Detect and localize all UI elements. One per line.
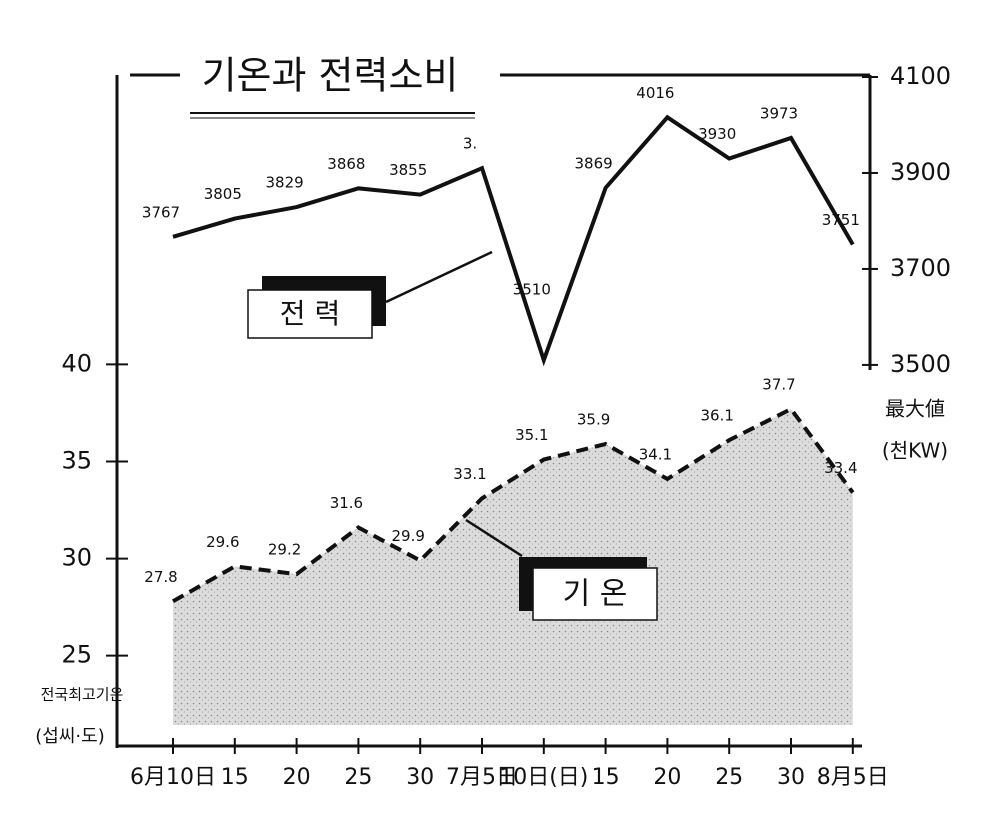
data-label: 34.1 xyxy=(639,445,672,463)
data-label: 3805 xyxy=(204,185,242,203)
data-label: 3868 xyxy=(327,155,365,173)
data-label: 31.6 xyxy=(330,494,363,512)
chart-title: 기온과 전력소비 xyxy=(202,54,459,98)
temp-annotation: 기 온 xyxy=(465,518,658,621)
x-tick-label: 25 xyxy=(344,765,372,790)
data-label: 3. xyxy=(463,135,477,153)
x-tick-label: 20 xyxy=(653,765,681,790)
data-label: 3751 xyxy=(822,211,860,229)
x-tick-label: 25 xyxy=(715,765,743,790)
y2-tick-label: 3700 xyxy=(890,254,951,282)
annotation-box xyxy=(532,567,658,621)
annotation-pointer xyxy=(465,518,523,558)
y2-axis-label: 最大値 xyxy=(885,397,945,421)
x-tick-label: 30 xyxy=(406,765,434,790)
data-label: 4016 xyxy=(636,84,674,102)
x-tick-label: 6月10日 xyxy=(130,765,216,790)
x-tick-label: 30 xyxy=(777,765,805,790)
data-label: 35.1 xyxy=(515,426,548,444)
data-label: 29.6 xyxy=(206,533,239,551)
y2-tick-label: 4100 xyxy=(890,62,951,90)
data-label: 29.2 xyxy=(268,541,301,559)
y-tick-label: 35 xyxy=(61,446,92,474)
frame xyxy=(115,73,872,748)
data-label: 3869 xyxy=(575,154,613,172)
y-tick-label: 30 xyxy=(61,544,92,572)
annotation-pointer xyxy=(385,250,493,304)
legend-label: 기 온 xyxy=(563,577,628,612)
y-axis-label: (섭씨·도) xyxy=(35,726,104,747)
power-annotation: 전 력 xyxy=(247,250,493,339)
y-axis-label: 전국최고기온 xyxy=(41,686,124,704)
area xyxy=(173,409,853,725)
x-tick-label: 10日(日) xyxy=(499,765,588,790)
y2-tick-label: 3500 xyxy=(890,350,951,378)
x-tick-label: 20 xyxy=(283,765,311,790)
y-tick-label: 40 xyxy=(61,349,92,377)
x-tick-label: 15 xyxy=(592,765,620,790)
data-label: 27.8 xyxy=(144,568,177,586)
line xyxy=(172,406,855,604)
y2-axis-label: (천KW) xyxy=(882,439,948,463)
data-label: 35.9 xyxy=(577,411,610,429)
x-tick-label: 8月5日 xyxy=(817,765,889,790)
data-label: 3855 xyxy=(389,161,427,179)
x-tick-label: 7月5日 xyxy=(446,765,518,790)
data-label: 3510 xyxy=(513,281,551,299)
annotation-box xyxy=(247,289,373,339)
data-label: 36.1 xyxy=(700,407,733,425)
data-label: 37.7 xyxy=(762,376,795,394)
area-layer xyxy=(173,409,853,725)
data-label: 3767 xyxy=(142,203,180,221)
x-tick-label: 15 xyxy=(221,765,249,790)
legend-label: 전 력 xyxy=(280,297,340,330)
y-tick-label: 25 xyxy=(61,641,92,669)
data-label: 3829 xyxy=(266,174,304,192)
data-label: 3930 xyxy=(698,125,736,143)
y2-tick-label: 3900 xyxy=(890,158,951,186)
data-label: 33.1 xyxy=(453,465,486,483)
line xyxy=(172,114,855,367)
data-label: 29.9 xyxy=(391,527,424,545)
data-label: 33.4 xyxy=(824,459,857,477)
data-label: 3973 xyxy=(760,104,798,122)
